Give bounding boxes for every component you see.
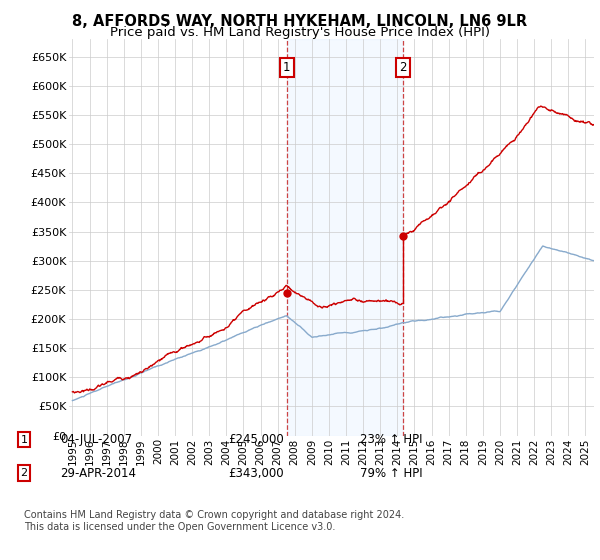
HPI: Average price, detached house, North Kesteven: (2.01e+03, 2.03e+05): Average price, detached house, North Kes… <box>280 314 287 320</box>
Line: HPI: Average price, detached house, North Kesteven: HPI: Average price, detached house, Nort… <box>73 246 594 400</box>
HPI: Average price, detached house, North Kesteven: (2.01e+03, 1.84e+05): Average price, detached house, North Kes… <box>299 325 306 332</box>
Line: 8, AFFORDS WAY, NORTH HYKEHAM, LINCOLN, LN6 9LR (detached house): 8, AFFORDS WAY, NORTH HYKEHAM, LINCOLN, … <box>403 106 594 236</box>
HPI: Average price, detached house, North Kesteven: (2.02e+03, 1.99e+05): Average price, detached house, North Kes… <box>427 316 434 323</box>
Text: 1: 1 <box>20 435 28 445</box>
8, AFFORDS WAY, NORTH HYKEHAM, LINCOLN, LN6 9LR (detached house) <box>590 122 598 128</box>
8, AFFORDS WAY, NORTH HYKEHAM, LINCOLN, LN6 9LR (detached house) <box>492 154 499 161</box>
Text: 04-JUL-2007: 04-JUL-2007 <box>60 433 132 446</box>
HPI: Average price, detached house, North Kesteven: (2.02e+03, 2.12e+05): Average price, detached house, North Kes… <box>485 309 492 315</box>
Text: 23% ↑ HPI: 23% ↑ HPI <box>360 433 422 446</box>
HPI: Average price, detached house, North Kesteven: (2.02e+03, 2.1e+05): Average price, detached house, North Kes… <box>476 310 483 316</box>
Text: Contains HM Land Registry data © Crown copyright and database right 2024.
This d: Contains HM Land Registry data © Crown c… <box>24 510 404 531</box>
HPI: Average price, detached house, North Kesteven: (2e+03, 9.61e+04): Average price, detached house, North Kes… <box>122 376 129 383</box>
8, AFFORDS WAY, NORTH HYKEHAM, LINCOLN, LN6 9LR (detached house) <box>406 229 413 236</box>
Text: 29-APR-2014: 29-APR-2014 <box>60 466 136 480</box>
Text: £245,000: £245,000 <box>228 433 284 446</box>
HPI: Average price, detached house, North Kesteven: (2.03e+03, 3e+05): Average price, detached house, North Kes… <box>590 258 598 264</box>
8, AFFORDS WAY, NORTH HYKEHAM, LINCOLN, LN6 9LR (detached house) <box>542 104 549 111</box>
HPI: Average price, detached house, North Kesteven: (2e+03, 6e+04): Average price, detached house, North Kes… <box>69 397 76 404</box>
Text: 8, AFFORDS WAY, NORTH HYKEHAM, LINCOLN, LN6 9LR: 8, AFFORDS WAY, NORTH HYKEHAM, LINCOLN, … <box>73 14 527 29</box>
8, AFFORDS WAY, NORTH HYKEHAM, LINCOLN, LN6 9LR (detached house) <box>537 102 544 109</box>
8, AFFORDS WAY, NORTH HYKEHAM, LINCOLN, LN6 9LR (detached house) <box>409 228 416 235</box>
Bar <box>287 39 403 436</box>
HPI: Average price, detached house, North Kesteven: (2.02e+03, 3.25e+05): Average price, detached house, North Kes… <box>539 242 547 249</box>
Text: 2: 2 <box>20 468 28 478</box>
Text: Price paid vs. HM Land Registry's House Price Index (HPI): Price paid vs. HM Land Registry's House … <box>110 26 490 39</box>
Text: 2: 2 <box>399 60 407 74</box>
8, AFFORDS WAY, NORTH HYKEHAM, LINCOLN, LN6 9LR (detached house) <box>585 118 592 125</box>
Text: 79% ↑ HPI: 79% ↑ HPI <box>360 466 422 480</box>
Text: £343,000: £343,000 <box>228 466 284 480</box>
8, AFFORDS WAY, NORTH HYKEHAM, LINCOLN, LN6 9LR (detached house) <box>530 111 537 118</box>
8, AFFORDS WAY, NORTH HYKEHAM, LINCOLN, LN6 9LR (detached house) <box>400 232 407 239</box>
Text: 1: 1 <box>283 60 290 74</box>
